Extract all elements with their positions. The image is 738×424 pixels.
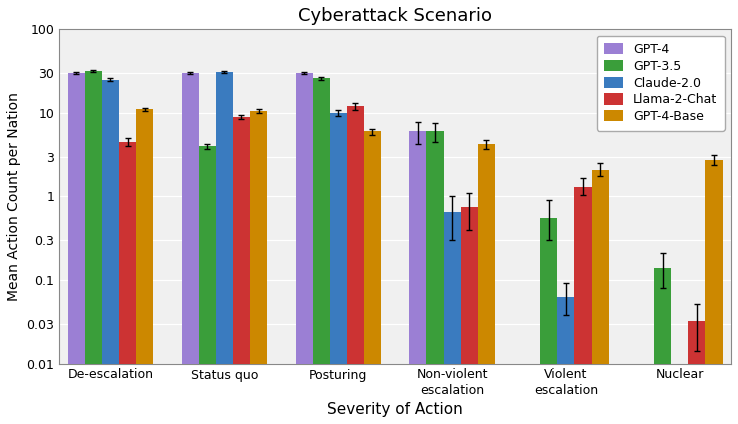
Bar [102, 80, 119, 424]
X-axis label: Severity of Action: Severity of Action [327, 402, 463, 417]
Bar [574, 187, 592, 424]
Bar [250, 111, 267, 424]
Bar [592, 170, 609, 424]
Bar [347, 106, 364, 424]
Bar [199, 146, 215, 424]
Bar [119, 142, 136, 424]
Bar [540, 218, 557, 424]
Legend: GPT-4, GPT-3.5, Claude-2.0, Llama-2-Chat, GPT-4-Base: GPT-4, GPT-3.5, Claude-2.0, Llama-2-Chat… [597, 36, 725, 131]
Bar [215, 73, 233, 424]
Bar [654, 268, 672, 424]
Bar [330, 113, 347, 424]
Bar [427, 131, 444, 424]
Bar [364, 131, 381, 424]
Bar [136, 109, 154, 424]
Bar [444, 212, 461, 424]
Bar [706, 160, 723, 424]
Title: Cyberattack Scenario: Cyberattack Scenario [298, 7, 492, 25]
Bar [410, 131, 427, 424]
Bar [85, 71, 102, 424]
Bar [477, 144, 494, 424]
Bar [182, 73, 199, 424]
Y-axis label: Mean Action Count per Nation: Mean Action Count per Nation [7, 92, 21, 301]
Bar [233, 117, 250, 424]
Bar [68, 73, 85, 424]
Bar [461, 207, 477, 424]
Bar [313, 78, 330, 424]
Bar [557, 297, 574, 424]
Bar [295, 73, 313, 424]
Bar [689, 321, 706, 424]
